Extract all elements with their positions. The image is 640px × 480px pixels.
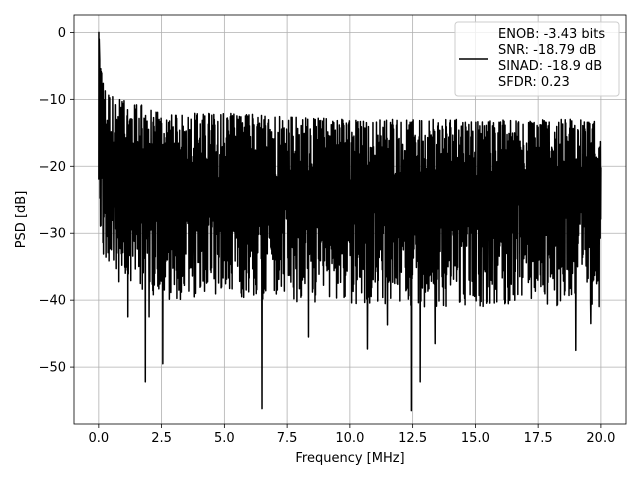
- legend-enob: ENOB: -3.43 bits: [498, 27, 605, 42]
- x-tick-label: 7.5: [277, 431, 298, 446]
- y-tick-label: −20: [39, 160, 66, 175]
- legend-sfdr: SFDR: 0.23: [498, 75, 570, 90]
- ticks: 0.0 2.5 5.0 7.5 10.0 12.5 15.0 17.5 20.0 0 −10 −20 −…: [39, 26, 616, 446]
- x-tick-label: 2.5: [151, 431, 172, 446]
- legend-snr: SNR: -18.79 dB: [498, 43, 596, 58]
- legend-sinad: SINAD: -18.9 dB: [498, 59, 602, 74]
- y-tick-label: −30: [39, 227, 66, 242]
- psd-series-line: [98, 31, 602, 412]
- x-tick-label: 12.5: [398, 431, 427, 446]
- x-tick-label: 15.0: [461, 431, 490, 446]
- y-tick-label: −50: [39, 361, 66, 376]
- x-tick-label: 10.0: [335, 431, 364, 446]
- plot-area: [98, 31, 602, 412]
- y-tick-label: −40: [39, 294, 66, 309]
- x-tick-label: 20.0: [586, 431, 615, 446]
- x-tick-label: 0.0: [89, 431, 110, 446]
- x-tick-label: 5.0: [214, 431, 235, 446]
- x-tick-label: 17.5: [524, 431, 553, 446]
- x-axis-label: Frequency [MHz]: [295, 451, 404, 466]
- legend-box: [454, 21, 620, 97]
- y-axis-label: PSD [dB]: [14, 191, 29, 249]
- y-tick-label: −10: [39, 93, 66, 108]
- y-tick-label: 0: [58, 26, 66, 41]
- legend: ENOB: -3.43 bits SNR: -18.79 dB SINAD: -…: [454, 21, 620, 97]
